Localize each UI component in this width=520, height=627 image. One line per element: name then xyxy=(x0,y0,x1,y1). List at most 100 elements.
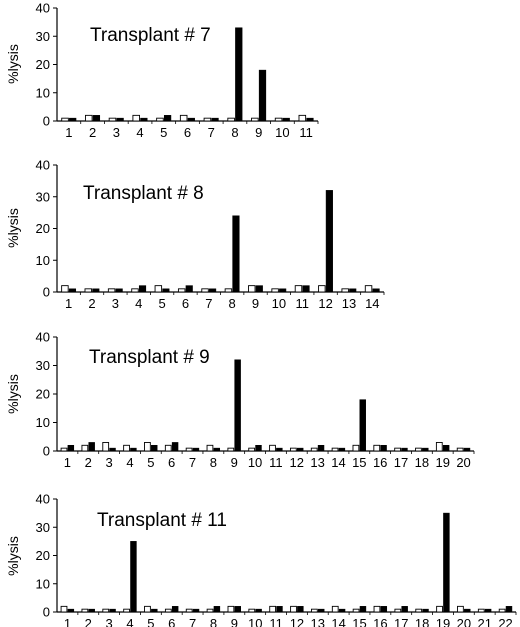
x-tick-label: 1 xyxy=(65,296,72,311)
bar-solid xyxy=(443,512,450,613)
x-tick-label: 7 xyxy=(189,455,196,470)
bar-open xyxy=(248,608,256,613)
bar-solid xyxy=(282,117,290,122)
bar-solid xyxy=(317,444,325,452)
y-axis-label: %lysis xyxy=(5,208,21,248)
bar-open xyxy=(203,117,212,122)
bar-open xyxy=(185,608,193,613)
x-tick-label: 13 xyxy=(310,455,324,470)
x-tick-label: 11 xyxy=(269,455,283,470)
bar-open xyxy=(227,447,235,452)
x-tick-label: 8 xyxy=(231,125,238,140)
bar-solid xyxy=(185,285,193,293)
x-tick-label: 18 xyxy=(415,455,429,470)
bar-open xyxy=(123,444,130,452)
x-tick-label: 11 xyxy=(269,616,283,627)
x-tick-label: 21 xyxy=(477,616,491,627)
y-tick-label: 30 xyxy=(36,520,50,535)
bar-open xyxy=(318,285,326,293)
x-tick-label: 12 xyxy=(290,616,304,627)
x-tick-label: 6 xyxy=(184,125,191,140)
bar-solid xyxy=(338,447,346,452)
x-tick-label: 5 xyxy=(158,296,165,311)
bar-solid xyxy=(109,447,116,452)
bar-solid xyxy=(209,288,217,293)
x-tick-label: 19 xyxy=(436,616,450,627)
bar-open xyxy=(373,605,381,613)
bar-open xyxy=(60,605,68,613)
bar-open xyxy=(154,285,163,293)
bar-open xyxy=(177,288,186,293)
bar-solid xyxy=(116,117,124,122)
bar-open xyxy=(269,444,276,452)
bar-open xyxy=(164,608,172,613)
bar-solid xyxy=(140,117,148,122)
bar-solid xyxy=(67,608,75,613)
x-tick-label: 16 xyxy=(373,455,387,470)
bar-open xyxy=(435,442,443,452)
x-tick-label: 5 xyxy=(160,125,167,140)
bar-open xyxy=(144,442,151,452)
bar-open xyxy=(251,117,259,122)
bar-open xyxy=(290,605,297,613)
x-tick-label: 17 xyxy=(394,616,408,627)
bar-open xyxy=(201,288,209,293)
bar-solid xyxy=(151,608,158,613)
bar-open xyxy=(394,447,401,452)
x-tick-label: 3 xyxy=(113,125,120,140)
bar-open xyxy=(61,285,69,293)
bar-open xyxy=(364,285,373,293)
bar-solid xyxy=(130,447,137,452)
bar-open xyxy=(206,444,214,452)
bar-open xyxy=(84,288,92,293)
bar-open xyxy=(294,285,303,293)
bar-solid xyxy=(306,117,314,122)
y-axis-label: %lysis xyxy=(5,44,21,84)
bar-solid xyxy=(279,288,287,293)
y-tick-label: 0 xyxy=(43,285,50,300)
x-tick-label: 4 xyxy=(136,125,143,140)
y-tick-label: 10 xyxy=(36,253,50,268)
x-tick-label: 15 xyxy=(352,616,366,627)
panel-title: Transplant # 9 xyxy=(89,347,210,368)
x-tick-label: 16 xyxy=(373,616,387,627)
bar-open xyxy=(415,447,422,452)
x-tick-label: 6 xyxy=(168,616,175,627)
y-tick-label: 40 xyxy=(36,492,50,507)
x-tick-label: 3 xyxy=(106,616,113,627)
bar-solid xyxy=(422,447,429,452)
bar-solid xyxy=(88,608,95,613)
bar-solid xyxy=(234,606,241,613)
bar-solid xyxy=(463,447,471,452)
x-tick-label: 14 xyxy=(365,296,379,311)
x-tick-label: 7 xyxy=(205,296,212,311)
y-tick-label: 0 xyxy=(43,114,50,129)
y-tick-label: 20 xyxy=(36,57,50,72)
bar-solid xyxy=(255,608,262,613)
x-tick-label: 20 xyxy=(456,455,470,470)
bar-open xyxy=(179,114,188,122)
bar-solid xyxy=(88,442,95,452)
bar-solid xyxy=(92,288,100,293)
bar-open xyxy=(164,444,172,452)
bar-open xyxy=(352,608,360,613)
bar-solid xyxy=(317,608,325,613)
bar-solid xyxy=(422,608,429,613)
bar-solid xyxy=(192,447,200,452)
x-tick-label: 12 xyxy=(290,455,304,470)
panel-1: 0 10 20 30 40 %lysis Transplant # 7 1 2 3 4 5 6 7 8 9 10… xyxy=(5,1,319,140)
y-tick-label: 10 xyxy=(36,85,50,100)
bar-open xyxy=(84,114,93,122)
bar-open xyxy=(415,608,423,613)
bar-solid xyxy=(338,608,346,613)
bar-open xyxy=(289,447,297,452)
bar-open xyxy=(271,288,279,293)
bar-solid xyxy=(302,285,310,293)
x-tick-label: 4 xyxy=(126,455,133,470)
bar-solid xyxy=(67,444,75,452)
bar-solid xyxy=(255,285,263,293)
bar-solid xyxy=(235,27,243,122)
x-tick-label: 9 xyxy=(252,296,259,311)
bar-solid xyxy=(464,608,471,613)
